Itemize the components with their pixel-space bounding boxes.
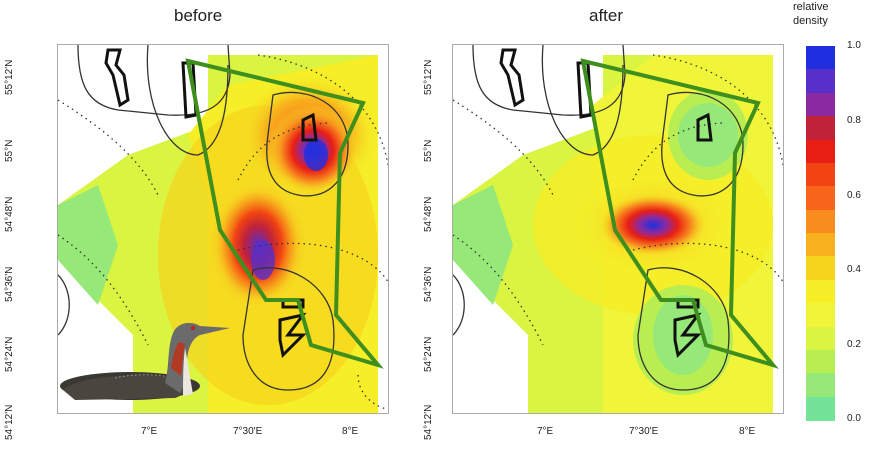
red-throated-loon-image (60, 322, 230, 400)
panel-title-before: before (174, 6, 223, 25)
legend-tick-0.0: 0.0 (847, 413, 861, 424)
y-tick-after-5: 54°12'N (423, 404, 434, 440)
y-tick-after-1: 55°N (423, 139, 434, 162)
legend-swatch (806, 326, 835, 351)
x-tick-after-2: 8°E (739, 426, 756, 437)
x-tick-before-2: 8°E (342, 426, 359, 437)
y-tick-after-2: 54°48'N (423, 196, 434, 232)
legend-tick-1.0: 1.0 (847, 40, 861, 51)
legend-swatch (806, 349, 835, 374)
legend-swatch (806, 209, 835, 234)
legend-swatch (806, 396, 835, 421)
legend-swatch (806, 233, 835, 257)
y-tick-before-1: 55°N (4, 139, 15, 162)
legend-swatch (806, 69, 835, 94)
legend-tick-0.6: 0.6 (847, 190, 861, 201)
x-tick-before-0: 7°E (141, 426, 158, 437)
legend-swatch (806, 256, 835, 281)
panel-title-after: after (589, 6, 624, 25)
y-tick-after-3: 54°36'N (423, 266, 434, 302)
legend-swatch (806, 279, 835, 304)
legend-title: relative density (793, 0, 828, 28)
x-tick-after-0: 7°E (537, 426, 554, 437)
legend-swatch (806, 186, 835, 211)
legend-swatch (806, 116, 835, 140)
legend-swatch (806, 373, 835, 398)
y-tick-before-0: 55°12'N (4, 59, 15, 95)
legend-swatch (806, 46, 835, 70)
legend-tick-0.8: 0.8 (847, 115, 861, 126)
y-tick-before-5: 54°12'N (4, 404, 15, 440)
y-tick-before-4: 54°24'N (4, 336, 15, 372)
x-tick-after-1: 7°30'E (629, 426, 659, 437)
legend-swatch (806, 139, 835, 164)
legend-tick-0.2: 0.2 (847, 339, 861, 350)
density-map-after (452, 44, 784, 414)
legend-swatch (806, 303, 835, 327)
y-tick-before-3: 54°36'N (4, 266, 15, 302)
legend-title-line1: relative (793, 1, 829, 13)
y-tick-after-4: 54°24'N (423, 336, 434, 372)
y-tick-before-2: 54°48'N (4, 196, 15, 232)
density-color-scale (806, 46, 835, 421)
y-tick-after-0: 55°12'N (423, 59, 434, 95)
legend-tick-0.4: 0.4 (847, 264, 861, 275)
legend-swatch (806, 92, 835, 117)
legend-swatch (806, 162, 835, 187)
legend-title-line2: density (793, 15, 828, 27)
x-tick-before-1: 7°30'E (233, 426, 263, 437)
